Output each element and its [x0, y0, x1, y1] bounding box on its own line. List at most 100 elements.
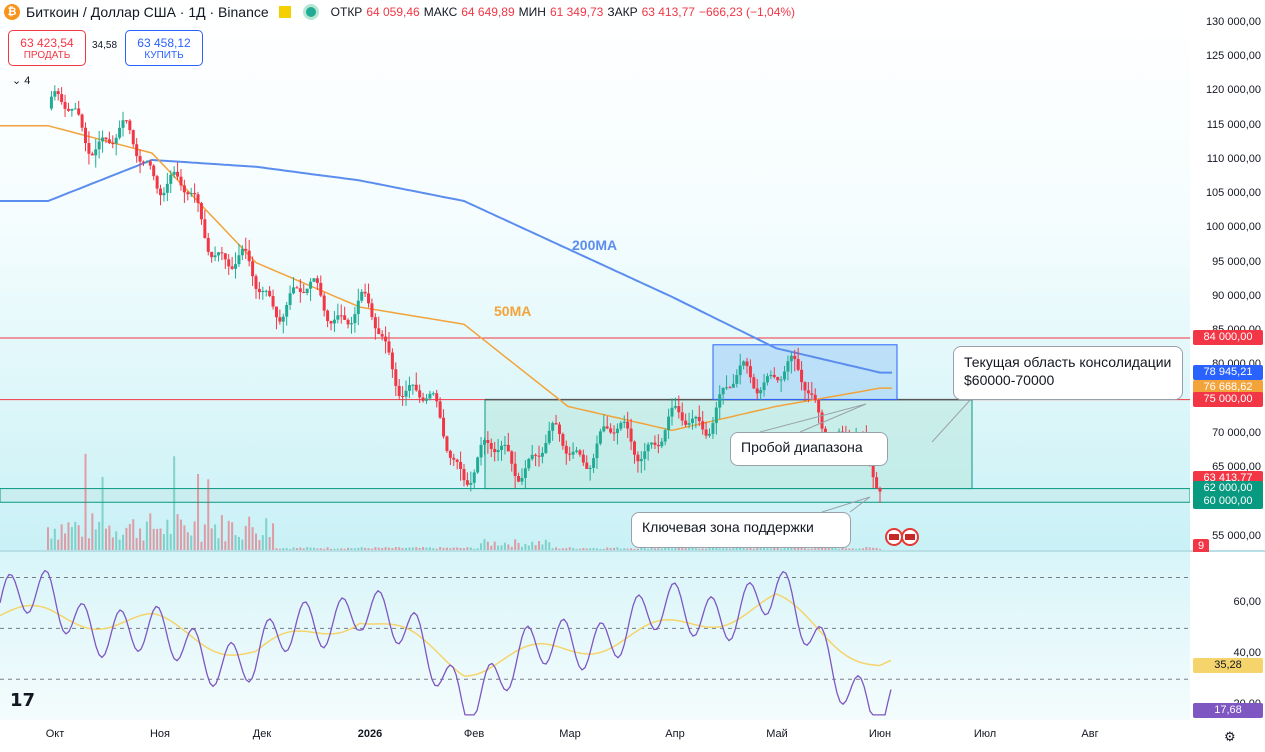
symbol-title[interactable]: Биткоин / Доллар США · 1Д · Binance	[26, 4, 269, 20]
candle-body[interactable]	[73, 108, 77, 110]
candle-body[interactable]	[639, 458, 643, 462]
candle-body[interactable]	[731, 383, 735, 388]
candle-body[interactable]	[70, 108, 74, 111]
candle-body[interactable]	[159, 188, 163, 196]
candle-body[interactable]	[793, 355, 797, 360]
support-zone[interactable]	[0, 488, 1190, 503]
candle-body[interactable]	[230, 266, 234, 269]
candle-body[interactable]	[244, 248, 248, 251]
candle-body[interactable]	[442, 417, 446, 437]
candle-body[interactable]	[118, 127, 122, 138]
candle-body[interactable]	[448, 450, 452, 458]
candle-body[interactable]	[251, 261, 255, 277]
candle-body[interactable]	[237, 255, 241, 265]
candle-body[interactable]	[714, 407, 718, 424]
candle-body[interactable]	[871, 460, 875, 478]
gear-icon[interactable]: ⚙	[1224, 729, 1236, 744]
candle-body[interactable]	[779, 379, 783, 381]
candle-body[interactable]	[684, 420, 688, 425]
candle-body[interactable]	[564, 445, 568, 454]
candle-body[interactable]	[216, 252, 220, 256]
candle-body[interactable]	[500, 445, 504, 451]
candle-body[interactable]	[462, 468, 466, 481]
candle-body[interactable]	[540, 452, 544, 457]
candle-body[interactable]	[312, 278, 316, 282]
candle-body[interactable]	[353, 314, 357, 324]
candle-body[interactable]	[213, 255, 217, 258]
candle-body[interactable]	[404, 390, 408, 397]
candle-body[interactable]	[268, 290, 272, 297]
candle-body[interactable]	[725, 387, 729, 389]
candle-body[interactable]	[694, 416, 698, 419]
candle-body[interactable]	[203, 219, 207, 238]
candle-body[interactable]	[377, 328, 381, 335]
candle-body[interactable]	[486, 439, 490, 443]
candle-body[interactable]	[769, 374, 773, 377]
candle-body[interactable]	[247, 250, 251, 262]
consolidation-box[interactable]	[484, 399, 973, 490]
candle-body[interactable]	[339, 315, 343, 317]
candle-body[interactable]	[145, 161, 149, 163]
candle-body[interactable]	[455, 459, 459, 462]
candle-body[interactable]	[472, 472, 476, 483]
candle-body[interactable]	[489, 442, 493, 449]
candle-body[interactable]	[742, 361, 746, 366]
candle-body[interactable]	[571, 451, 575, 455]
candles[interactable]	[49, 85, 882, 503]
candle-body[interactable]	[148, 161, 152, 166]
candle-body[interactable]	[131, 130, 135, 145]
candle-body[interactable]	[670, 407, 674, 417]
candle-body[interactable]	[748, 366, 752, 378]
candle-body[interactable]	[523, 468, 527, 478]
candle-body[interactable]	[547, 430, 551, 443]
candle-body[interactable]	[135, 144, 139, 157]
candle-body[interactable]	[373, 317, 377, 329]
ma200-line[interactable]	[0, 158, 892, 374]
candle-body[interactable]	[397, 385, 401, 396]
candle-body[interactable]	[343, 315, 347, 320]
candle-body[interactable]	[667, 416, 671, 431]
candle-body[interactable]	[223, 253, 227, 260]
candle-body[interactable]	[708, 433, 712, 436]
candle-body[interactable]	[380, 334, 384, 337]
support-callout[interactable]: Ключевая зона поддержки	[631, 512, 851, 548]
candle-body[interactable]	[745, 361, 749, 367]
candle-body[interactable]	[772, 374, 776, 378]
candle-body[interactable]	[356, 300, 360, 315]
candle-body[interactable]	[63, 102, 67, 109]
candle-body[interactable]	[193, 192, 197, 195]
time-axis[interactable]: Окт Ноя Дек 2026 Фев Мар Апр Май Июн Июл Авг	[0, 720, 1265, 752]
candle-body[interactable]	[680, 412, 684, 421]
candle-body[interactable]	[360, 291, 364, 301]
rsi-ma-line[interactable]	[0, 593, 892, 677]
price-chart[interactable]: 200MA 50MA	[0, 0, 1190, 550]
candle-body[interactable]	[428, 393, 432, 399]
candle-body[interactable]	[537, 455, 541, 457]
candle-body[interactable]	[80, 114, 84, 128]
candle-body[interactable]	[234, 264, 238, 269]
candle-body[interactable]	[196, 194, 200, 204]
candle-body[interactable]	[697, 416, 701, 422]
candle-body[interactable]	[438, 401, 442, 418]
candle-body[interactable]	[206, 237, 210, 252]
candle-body[interactable]	[738, 365, 742, 376]
candle-body[interactable]	[469, 482, 473, 485]
candle-body[interactable]	[414, 384, 418, 391]
candle-body[interactable]	[179, 176, 183, 186]
candle-body[interactable]	[87, 143, 91, 154]
price-axis[interactable]: 130 000,00 125 000,00 120 000,00 115 000,00…	[1190, 0, 1265, 554]
candle-body[interactable]	[762, 382, 766, 391]
candle-body[interactable]	[629, 428, 633, 442]
candle-body[interactable]	[677, 406, 681, 413]
candle-body[interactable]	[615, 428, 619, 434]
candle-body[interactable]	[595, 443, 599, 459]
sell-button[interactable]: 63 423,54 ПРОДАТЬ	[8, 30, 86, 66]
candle-body[interactable]	[783, 371, 787, 380]
candle-body[interactable]	[424, 398, 428, 401]
candle-body[interactable]	[561, 434, 565, 446]
candle-body[interactable]	[752, 377, 756, 389]
candle-body[interactable]	[755, 388, 759, 394]
candle-body[interactable]	[534, 454, 538, 456]
candle-body[interactable]	[370, 303, 374, 318]
candle-body[interactable]	[326, 310, 330, 322]
